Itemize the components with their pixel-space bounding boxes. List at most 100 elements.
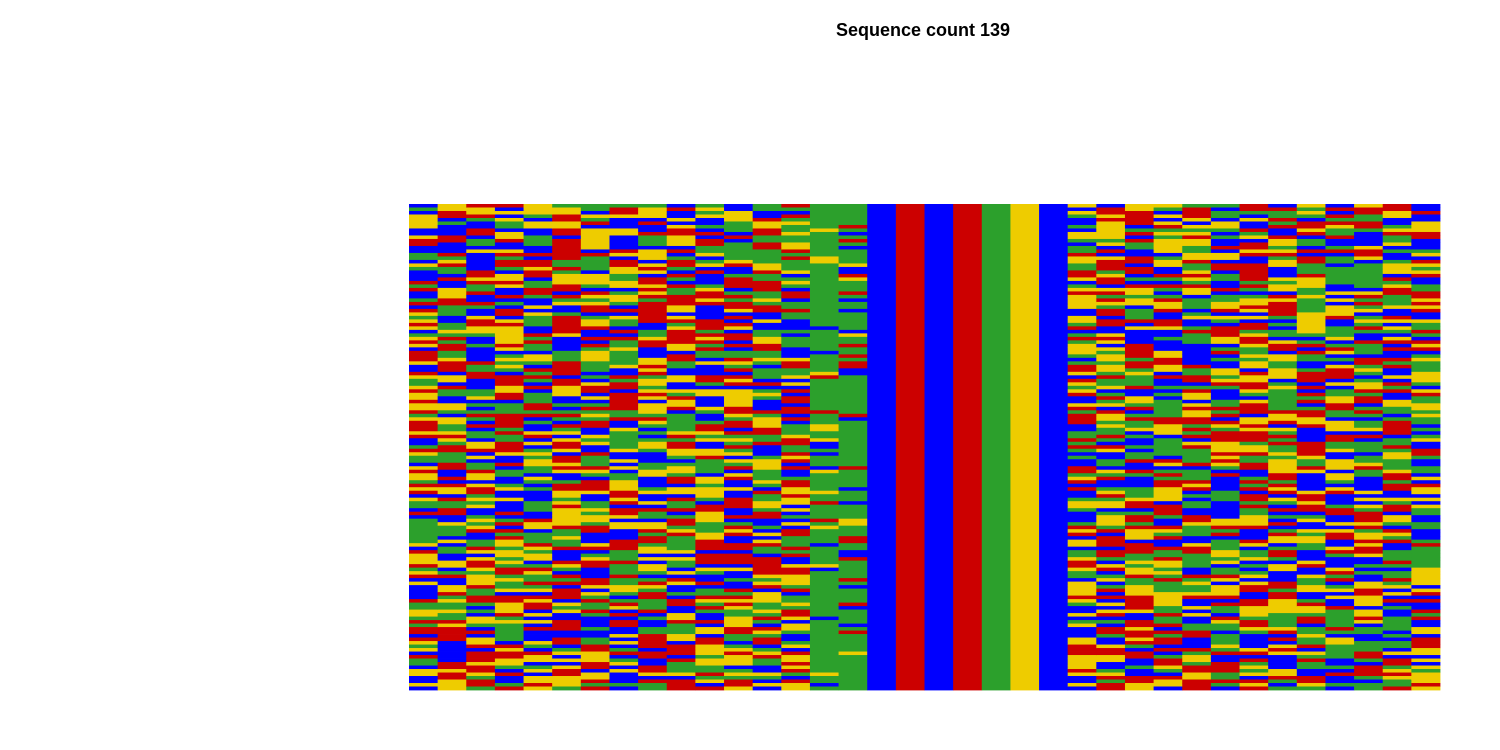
heatmap-cell	[1354, 378, 1384, 383]
heatmap-cell	[838, 375, 868, 380]
heatmap-cell	[409, 487, 439, 492]
heatmap-cell	[580, 651, 610, 659]
heatmap-cell	[1124, 553, 1155, 562]
heatmap-cell	[1210, 406, 1240, 411]
heatmap-cell	[552, 455, 582, 460]
heatmap-cell	[580, 207, 610, 212]
heatmap-cell	[781, 669, 811, 673]
heatmap-cell	[1153, 683, 1183, 687]
heatmap-cell	[552, 581, 582, 586]
heatmap-cell	[1067, 217, 1097, 226]
heatmap-cell	[1382, 319, 1412, 324]
heatmap-cell	[580, 592, 610, 596]
heatmap-cell	[809, 270, 839, 275]
heatmap-cell	[809, 214, 839, 219]
heatmap-cell	[1268, 221, 1298, 226]
heatmap-cell	[523, 221, 553, 229]
heatmap-cell	[781, 546, 811, 551]
heatmap-cell	[580, 224, 610, 229]
heatmap-cell	[1411, 294, 1441, 299]
heatmap-cell	[523, 648, 553, 652]
heatmap-cell	[724, 434, 754, 439]
heatmap-cell	[552, 333, 582, 338]
heatmap-cell	[580, 550, 610, 555]
heatmap-cell	[1182, 518, 1212, 523]
heatmap-cell	[752, 532, 782, 537]
heatmap-cell	[809, 578, 839, 583]
heatmap-cell	[1239, 623, 1269, 628]
heatmap-cell	[1067, 679, 1097, 684]
heatmap-cell	[752, 546, 782, 555]
heatmap-cell	[695, 287, 725, 292]
heatmap-cell	[1153, 592, 1183, 596]
heatmap-cell	[666, 326, 696, 331]
heatmap-cell	[1067, 536, 1097, 541]
heatmap-cell	[1411, 410, 1441, 415]
heatmap-cell	[666, 557, 696, 562]
heatmap-cell	[1153, 217, 1183, 222]
heatmap-cell	[752, 417, 782, 425]
heatmap-cell	[1411, 637, 1441, 645]
heatmap-cell	[466, 434, 496, 439]
heatmap-cell	[1153, 207, 1183, 212]
heatmap-cell	[1124, 319, 1155, 324]
heatmap-cell	[1153, 490, 1183, 499]
heatmap-cell	[523, 277, 553, 282]
heatmap-cell	[1067, 539, 1097, 544]
heatmap-cell	[1325, 567, 1355, 572]
heatmap-cell	[552, 655, 582, 659]
heatmap-cell	[1096, 392, 1126, 397]
heatmap-cell	[1354, 658, 1384, 663]
heatmap-cell	[1325, 644, 1355, 652]
heatmap-cell	[523, 308, 553, 313]
heatmap-cell	[1382, 578, 1412, 583]
heatmap-cell	[1182, 277, 1212, 282]
heatmap-cell	[1096, 536, 1126, 541]
heatmap-cell	[580, 525, 610, 534]
heatmap-cell	[1239, 431, 1269, 439]
heatmap-cell	[1411, 630, 1441, 635]
heatmap-cell	[1153, 333, 1183, 338]
heatmap-cell	[752, 434, 782, 443]
heatmap-cell	[1124, 455, 1155, 460]
heatmap-cell	[781, 448, 811, 453]
heatmap-cell	[1067, 382, 1097, 387]
heatmap-cell	[1325, 455, 1355, 460]
heatmap-cell	[1096, 364, 1126, 373]
heatmap-cell	[1124, 322, 1155, 327]
heatmap-cell	[838, 644, 868, 649]
heatmap-cell	[494, 602, 524, 607]
heatmap-cell	[523, 207, 553, 212]
heatmap-cell	[695, 623, 725, 628]
heatmap-cell	[809, 518, 839, 523]
heatmap-cell	[638, 245, 668, 250]
heatmap-cell	[1296, 511, 1326, 516]
heatmap-cell	[1239, 529, 1269, 534]
heatmap-cell	[809, 333, 839, 338]
heatmap-cell	[552, 525, 582, 530]
heatmap-cell	[752, 410, 782, 415]
heatmap-cell	[695, 651, 725, 656]
heatmap-cell	[523, 466, 553, 471]
heatmap-cell	[1296, 347, 1326, 352]
heatmap-cell	[838, 455, 868, 464]
heatmap-cell	[1382, 543, 1412, 551]
heatmap-cell	[1096, 469, 1126, 474]
heatmap-cell	[781, 490, 811, 495]
heatmap-cell	[1325, 378, 1355, 383]
heatmap-cell	[1067, 431, 1097, 436]
heatmap-cell	[809, 669, 839, 673]
heatmap-cell	[609, 574, 639, 579]
heatmap-cell	[437, 221, 467, 226]
heatmap-cell	[1210, 672, 1240, 680]
heatmap-cell	[1296, 539, 1326, 544]
heatmap-cell	[409, 574, 439, 579]
heatmap-cell	[1067, 238, 1097, 243]
heatmap-cell	[1153, 539, 1183, 544]
heatmap-cell	[552, 522, 582, 527]
heatmap-cell	[1354, 476, 1384, 485]
heatmap-cell	[494, 578, 524, 583]
heatmap-cell	[1182, 417, 1212, 422]
heatmap-cell	[1067, 581, 1097, 586]
heatmap-cell	[1239, 543, 1269, 548]
